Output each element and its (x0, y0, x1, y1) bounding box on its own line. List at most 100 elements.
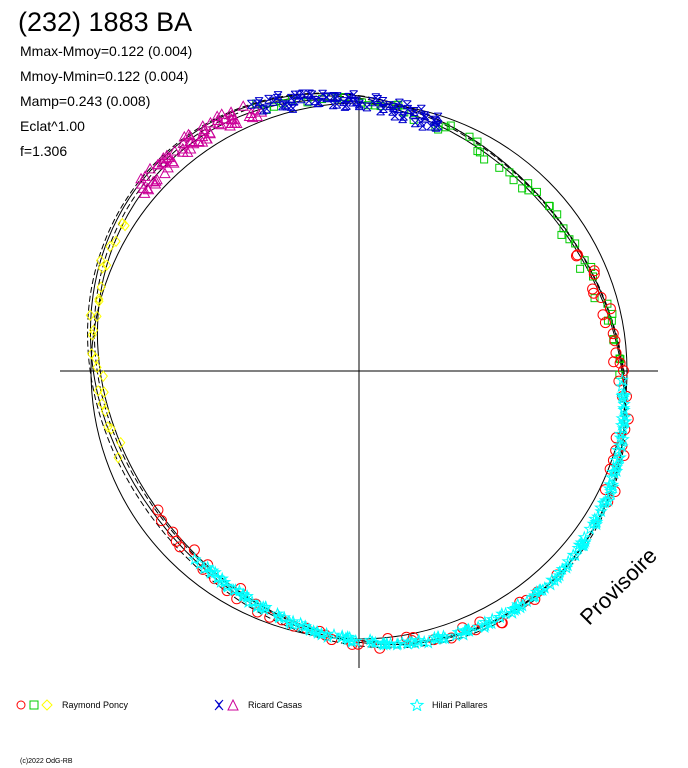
data-point-star5 (602, 481, 617, 495)
data-point-star5 (614, 379, 629, 393)
data-point-star5 (295, 619, 309, 632)
data-point-circle (588, 265, 600, 277)
data-point-triangle (142, 183, 155, 195)
data-point-diamond (117, 217, 127, 230)
data-point-star4 (290, 90, 300, 100)
data-point-star4 (378, 96, 388, 106)
data-point-triangle (184, 143, 197, 154)
data-point-star4 (298, 89, 307, 99)
data-point-star5 (583, 522, 597, 535)
data-point-star5 (306, 624, 321, 637)
data-point-square (473, 147, 482, 156)
star5-marker-icon (410, 699, 425, 711)
data-point-star5 (340, 632, 355, 646)
data-point-star5 (555, 562, 569, 575)
data-point-star5 (451, 625, 465, 638)
data-point-square (524, 186, 533, 195)
data-point-circle (152, 504, 164, 516)
data-point-star4 (297, 94, 306, 104)
stat-mamp: Mamp=0.243 (0.008) (20, 93, 151, 109)
data-point-star5 (390, 637, 404, 651)
data-point-star5 (421, 635, 435, 649)
data-point-triangle (135, 172, 147, 184)
data-point-star4 (420, 111, 430, 121)
data-point-star5 (431, 629, 445, 643)
data-point-triangle (135, 178, 148, 189)
data-point-triangle (196, 136, 209, 147)
data-point-star4 (416, 104, 426, 114)
data-point-star5 (319, 626, 334, 640)
data-point-diamond (95, 254, 106, 267)
data-point-circle (587, 283, 599, 295)
data-point-star4 (254, 97, 264, 107)
data-point-star5 (571, 541, 585, 554)
data-point-star5 (485, 612, 499, 626)
data-point-star4 (258, 105, 268, 115)
data-point-circle (597, 309, 609, 321)
data-point-triangle (160, 153, 173, 164)
data-point-star5 (616, 432, 630, 446)
star4-marker-icon (214, 699, 224, 711)
square-marker-icon (29, 700, 39, 710)
data-point-star5 (515, 598, 530, 612)
circle-marker-icon (16, 700, 26, 710)
data-point-star5 (506, 602, 520, 616)
data-point-star4 (269, 96, 278, 106)
data-point-triangle (156, 156, 169, 167)
data-point-star4 (395, 98, 404, 108)
legend-item-raymond-poncy: Raymond Poncy (16, 697, 128, 713)
data-point-star5 (617, 403, 631, 416)
data-point-star5 (286, 617, 300, 631)
data-point-triangle (215, 108, 228, 119)
data-point-circle (599, 317, 611, 329)
data-point-triangle (201, 132, 213, 144)
data-point-diamond (106, 423, 116, 435)
data-point-star4 (282, 101, 292, 111)
data-point-square (409, 115, 418, 124)
data-point-star5 (249, 600, 264, 613)
data-point-square (509, 176, 518, 185)
data-point-triangle (147, 175, 160, 187)
data-point-star4 (247, 99, 256, 109)
data-point-star4 (403, 104, 413, 114)
data-point-circle (571, 249, 583, 261)
data-point-star5 (478, 618, 493, 632)
data-point-star4 (288, 103, 298, 113)
data-point-square (518, 184, 527, 193)
data-point-star4 (344, 92, 353, 102)
data-point-square (475, 148, 484, 157)
data-point-star5 (471, 620, 485, 633)
data-point-star5 (226, 583, 241, 596)
legend-label-hilari-pallares: Hilari Pallares (432, 700, 488, 710)
stat-frequency: f=1.306 (20, 143, 68, 159)
data-point-square (557, 230, 566, 239)
data-point-diamond (100, 405, 110, 418)
data-point-star5 (363, 633, 377, 646)
data-point-circle (167, 526, 179, 538)
data-point-star4 (340, 101, 350, 111)
data-point-star5 (335, 628, 349, 642)
data-point-star4 (354, 101, 364, 111)
data-point-diamond (105, 240, 115, 253)
data-point-diamond (87, 329, 97, 341)
legend-label-ricard-casas: Ricard Casas (248, 700, 303, 710)
data-point-square (446, 121, 455, 130)
data-point-diamond (92, 361, 102, 374)
data-point-star5 (395, 635, 409, 649)
data-point-square (576, 264, 585, 273)
data-point-star4 (409, 106, 419, 116)
data-point-diamond (97, 262, 108, 274)
legend-markers-raymond-poncy (16, 699, 53, 711)
legend-item-ricard-casas: Ricard Casas (214, 697, 302, 713)
data-point-star4 (389, 102, 398, 112)
data-point-square (565, 235, 574, 244)
data-point-star4 (421, 113, 430, 123)
data-point-star4 (264, 94, 274, 104)
data-point-star5 (232, 583, 247, 597)
data-point-star4 (349, 90, 359, 100)
data-point-star4 (273, 91, 283, 101)
data-point-circle (607, 328, 619, 340)
data-points (85, 89, 634, 654)
data-point-star4 (329, 92, 338, 102)
